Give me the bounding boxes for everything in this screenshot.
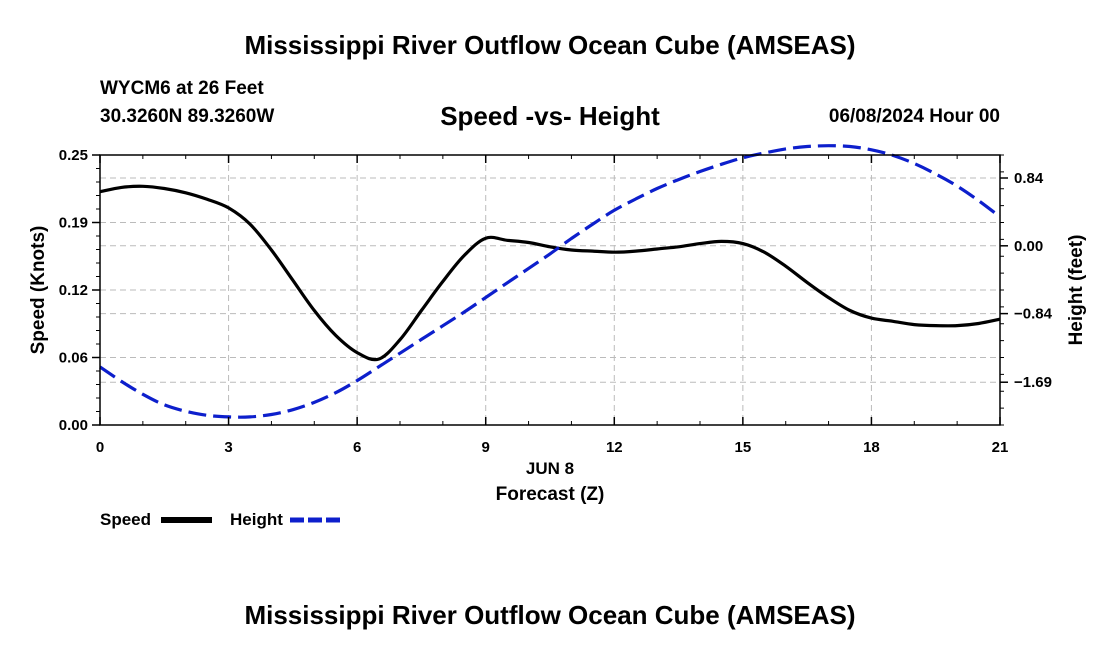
series-line-height <box>99 144 1001 419</box>
x-tick-label: 18 <box>863 439 880 456</box>
forecast-datetime: 06/08/2024 Hour 00 <box>828 106 1000 127</box>
y-tick-label: 0.06 <box>59 350 88 367</box>
axis-labels: 0 3 6 9 12 15 18 21 0.00 0.06 0.12 0.19 0.25 0.84 0.00… <box>28 147 1087 505</box>
x-tick-label: 0 <box>96 439 104 456</box>
y2-tick-label: −0.84 <box>1014 306 1053 323</box>
legend-height-swatch <box>290 517 344 523</box>
station-label: WYCM6 at 26 Feet <box>100 78 264 99</box>
page-title: Mississippi River Outflow Ocean Cube (AM… <box>244 30 856 60</box>
y-tick-label: 0.19 <box>59 215 88 232</box>
y-axis-title: Speed (Knots) <box>28 226 49 355</box>
station-coordinates: 30.3260N 89.3260W <box>100 106 275 127</box>
x-tick-label: 3 <box>224 439 232 456</box>
legend-height-label: Height <box>230 510 283 529</box>
y-tick-label: 0.12 <box>59 282 88 299</box>
y2-tick-label: 0.84 <box>1014 170 1044 187</box>
axis-ticks <box>92 154 1008 426</box>
y2-axis-title: Height (feet) <box>1066 235 1087 346</box>
series-line-speed <box>99 184 1001 362</box>
x-tick-label: 15 <box>735 439 752 456</box>
legend-speed-label: Speed <box>100 510 152 529</box>
legend-speed-swatch <box>161 517 212 523</box>
grid-lines <box>100 155 1000 425</box>
y-tick-label: 0.25 <box>59 147 88 164</box>
x-tick-label: 9 <box>482 439 490 456</box>
series-layer <box>99 144 1001 419</box>
y-tick-label: 0.00 <box>59 417 88 434</box>
x-tick-label: 12 <box>606 439 623 456</box>
footer-title: Mississippi River Outflow Ocean Cube (AM… <box>244 600 856 630</box>
x-tick-label: 6 <box>353 439 361 456</box>
y2-tick-label: −1.69 <box>1014 374 1052 391</box>
y2-tick-label: 0.00 <box>1014 238 1043 255</box>
speed-height-chart: 0 3 6 9 12 15 18 21 0.00 0.06 0.12 0.19 0.25 0.84 0.00… <box>28 144 1087 505</box>
x-tick-label: 21 <box>992 439 1009 456</box>
x-axis-title: Forecast (Z) <box>496 484 605 505</box>
x-axis-sublabel: JUN 8 <box>526 459 574 478</box>
chart-title: Speed -vs- Height <box>440 101 660 131</box>
